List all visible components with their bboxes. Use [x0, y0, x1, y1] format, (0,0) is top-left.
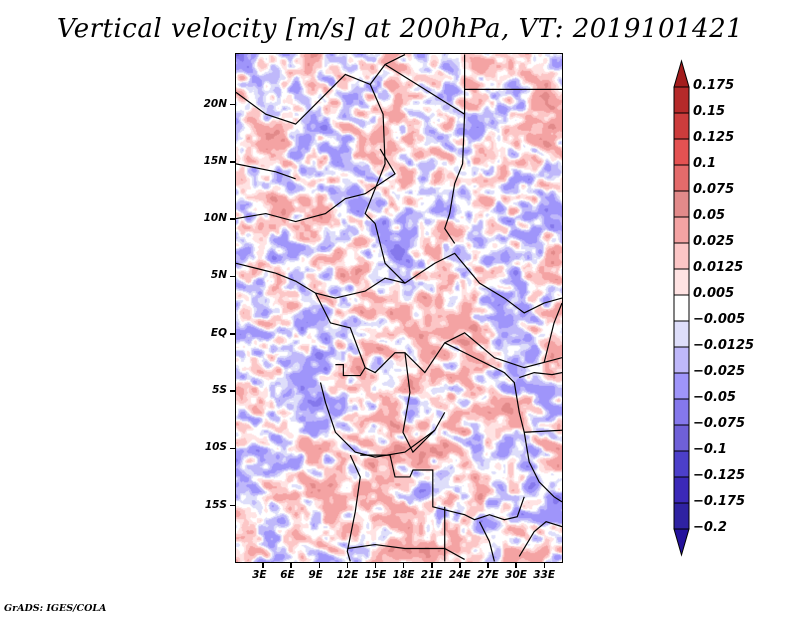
border-line: [335, 364, 366, 377]
x-tick-label: 9E: [308, 569, 323, 581]
colorbar-swatch: [673, 164, 690, 192]
y-tick: [230, 218, 235, 220]
border-line: [374, 223, 562, 314]
border-line: [360, 454, 525, 521]
x-tick: [374, 563, 377, 568]
x-tick-label: 33E: [533, 569, 556, 581]
y-tick: [230, 447, 235, 450]
y-tick: [230, 103, 235, 106]
y-tick-label: EQ: [210, 326, 227, 339]
border-line: [464, 54, 562, 115]
y-tick-label: 5N: [210, 269, 227, 282]
y-tick: [230, 161, 235, 163]
x-tick-label: 12E: [336, 569, 359, 581]
colorbar-label: 0.0125: [693, 260, 744, 275]
border-line: [236, 163, 296, 180]
colorbar-label: −0.025: [693, 364, 746, 379]
x-tick: [346, 563, 349, 568]
y-tick-label: 15N: [203, 154, 227, 167]
colorbar-swatch: [673, 294, 690, 322]
colorbar-arrow-bottom: [673, 528, 690, 557]
x-tick: [515, 563, 517, 568]
border-line: [402, 352, 436, 454]
y-tick: [230, 333, 235, 335]
border-line: [519, 371, 562, 433]
colorbar-swatch: [673, 138, 690, 166]
border-line: [236, 262, 406, 299]
colorbar-swatch: [673, 424, 690, 452]
y-tick-label: 10S: [204, 441, 227, 454]
colorbar-label: 0.15: [693, 104, 726, 119]
x-tick: [290, 563, 292, 568]
x-tick-label: 3E: [252, 569, 267, 581]
colorbar-label: 0.125: [693, 130, 735, 145]
colorbar-label: −0.05: [693, 390, 736, 405]
border-line: [384, 63, 466, 244]
x-tick: [402, 563, 405, 568]
colorbar-label: 0.025: [693, 234, 735, 249]
map-plot-area: [235, 53, 563, 563]
y-tick: [230, 390, 235, 392]
x-tick-label: 24E: [448, 569, 471, 581]
border-line: [364, 84, 386, 224]
colorbar-swatch: [673, 502, 690, 530]
x-tick: [459, 563, 461, 568]
x-tick-label: 6E: [280, 569, 295, 581]
x-tick-label: 27E: [477, 569, 499, 581]
x-tick-label: 30E: [505, 569, 527, 581]
border-line: [236, 54, 406, 125]
country-borders: [236, 54, 562, 562]
x-tick: [262, 563, 264, 568]
x-tick: [431, 563, 433, 568]
credit-text: GrADS: IGES/COLA: [4, 603, 107, 614]
x-tick: [318, 563, 321, 568]
border-line: [347, 506, 465, 562]
colorbar-label: −0.175: [693, 494, 746, 509]
x-tick-label: 18E: [392, 569, 415, 581]
colorbar-label: 0.005: [693, 286, 735, 301]
colorbar-swatch: [673, 320, 690, 348]
colorbar-swatch: [673, 268, 690, 296]
colorbar-swatch: [673, 372, 690, 400]
border-line: [346, 454, 361, 562]
colorbar-label: −0.075: [693, 416, 746, 431]
colorbar-swatch: [673, 112, 690, 140]
y-tick: [230, 275, 235, 278]
colorbar-label: −0.125: [693, 468, 746, 483]
colorbar-swatch: [673, 216, 690, 244]
colorbar-label: −0.2: [693, 520, 727, 535]
x-tick-label: 15E: [364, 569, 387, 581]
colorbar-label: 0.075: [693, 182, 735, 197]
colorbar-label: −0.005: [693, 312, 746, 327]
colorbar-swatch: [673, 450, 690, 478]
border-line: [314, 292, 562, 374]
colorbar-swatch: [673, 346, 690, 374]
colorbar-label: 0.05: [693, 208, 726, 223]
y-tick-label: 20N: [203, 97, 227, 110]
border-line: [444, 342, 562, 503]
colorbar-label: −0.0125: [693, 338, 755, 353]
colorbar: [673, 59, 690, 557]
colorbar-swatch: [673, 476, 690, 504]
y-tick: [230, 504, 235, 507]
colorbar-swatch: [673, 86, 690, 114]
border-line: [543, 302, 562, 363]
colorbar-swatch: [673, 190, 690, 218]
border-line: [478, 521, 562, 562]
colorbar-swatch: [673, 398, 690, 426]
colorbar-label: 0.175: [693, 78, 735, 93]
colorbar-swatch: [673, 242, 690, 270]
border-line: [236, 148, 396, 223]
chart-title: Vertical velocity [m/s] at 200hPa, VT: 2…: [56, 14, 744, 44]
x-tick: [543, 563, 545, 568]
y-tick-label: 10N: [203, 212, 227, 225]
border-line: [319, 382, 446, 458]
y-tick-label: 15S: [204, 498, 227, 511]
colorbar-label: −0.1: [693, 442, 727, 457]
y-tick-label: 5S: [212, 384, 227, 397]
colorbar-arrow-top: [673, 59, 690, 88]
colorbar-label: 0.1: [693, 156, 717, 171]
x-tick-label: 21E: [420, 569, 443, 581]
x-tick: [487, 563, 489, 568]
